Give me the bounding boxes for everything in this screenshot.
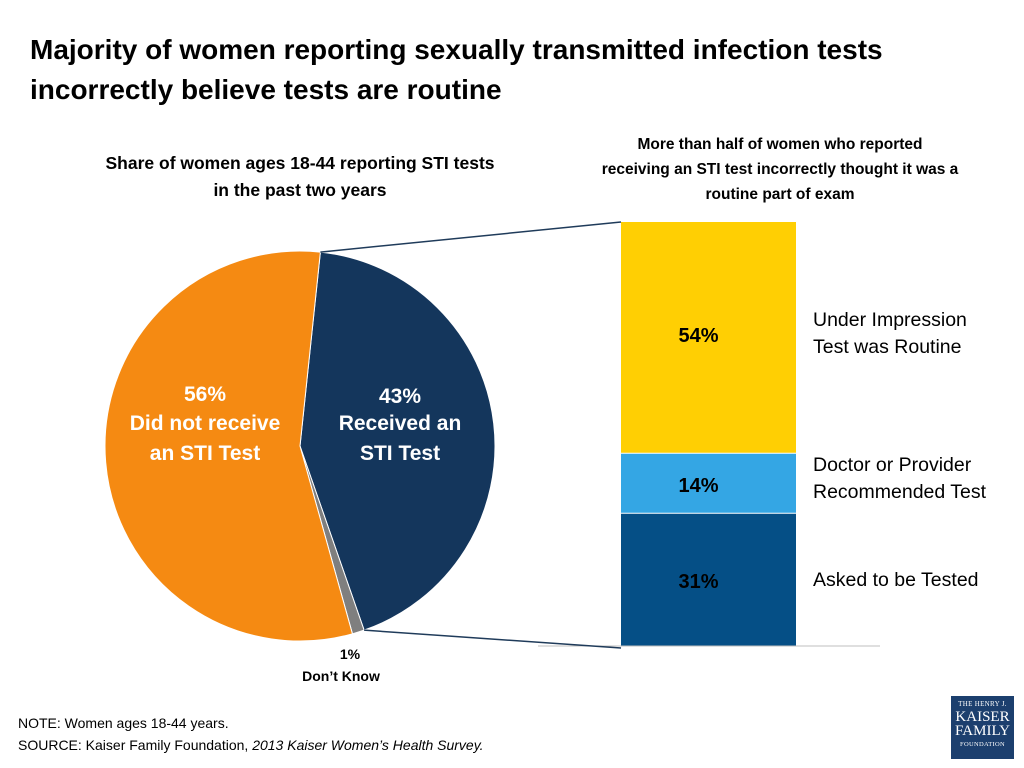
bar-title-line-3: routine part of exam	[705, 186, 855, 203]
bar-segment-0	[621, 513, 796, 646]
bar-title-line-2: receiving an STI test incorrectly though…	[601, 161, 959, 178]
bar-category-label-0-0: Asked to be Tested	[813, 569, 979, 591]
bar-value-label-1: 14%	[678, 475, 718, 497]
page-title-line-2: incorrectly believe tests are routine	[30, 74, 502, 105]
pie-label-dont-know: Don’t Know	[302, 668, 380, 684]
pie-label-not-received-pct: 56%	[184, 383, 226, 406]
pie-title-line-1: Share of women ages 18-44 reporting STI …	[105, 153, 495, 173]
bar-title-line-1: More than half of women who reported	[637, 136, 923, 153]
pie-label-not-received-line-2: an STI Test	[150, 442, 260, 465]
pie-chart-title: Share of women ages 18-44 reporting STI …	[60, 150, 540, 204]
bar-value-label-0: 31%	[678, 571, 718, 593]
logo-line-4: FOUNDATION	[960, 741, 1005, 748]
logo-line-3: FAMILY	[955, 723, 1010, 739]
page-title: Majority of women reporting sexually tra…	[30, 30, 990, 110]
bar-category-label-1-0: Doctor or Provider	[813, 454, 972, 476]
source-survey-name: 2013 Kaiser Women’s Health Survey.	[252, 737, 484, 753]
logo-line-1: THE HENRY J.	[958, 700, 1007, 708]
pie-label-dont-know-pct: 1%	[340, 646, 361, 662]
bar-segment-1	[621, 453, 796, 514]
logo-line-2: KAISER	[955, 709, 1010, 725]
pie-slice-0	[299, 251, 496, 631]
bar-chart-title: More than half of women who reported rec…	[570, 132, 990, 207]
bar-value-label-2: 54%	[678, 325, 718, 347]
bar-segment-2	[621, 222, 796, 454]
pie-title-line-2: in the past two years	[213, 180, 387, 200]
bar-category-label-2-0: Under Impression	[813, 309, 967, 331]
pie-label-received-pct: 43%	[379, 385, 421, 408]
connector-line-bottom	[364, 629, 622, 649]
pie-label-not-received-line-1: Did not receive	[130, 412, 281, 435]
pie-label-received-line-1: Received an	[339, 412, 462, 435]
page-title-line-1: Majority of women reporting sexually tra…	[30, 34, 883, 65]
pie-label-received-line-2: STI Test	[360, 442, 440, 465]
kff-logo: THE HENRY J. KAISER FAMILY FOUNDATION	[951, 696, 1014, 759]
bar-category-label-1-1: Recommended Test	[813, 481, 987, 503]
footnote: NOTE: Women ages 18-44 years. SOURCE: Ka…	[18, 712, 484, 756]
note-line: NOTE: Women ages 18-44 years.	[18, 715, 229, 731]
source-line: SOURCE: Kaiser Family Foundation, 2013 K…	[18, 734, 484, 756]
bar-category-label-2-1: Test was Routine	[813, 336, 962, 358]
pie-slice-2	[104, 250, 354, 642]
connector-line-top	[320, 221, 622, 253]
source-prefix: SOURCE: Kaiser Family Foundation,	[18, 737, 253, 753]
